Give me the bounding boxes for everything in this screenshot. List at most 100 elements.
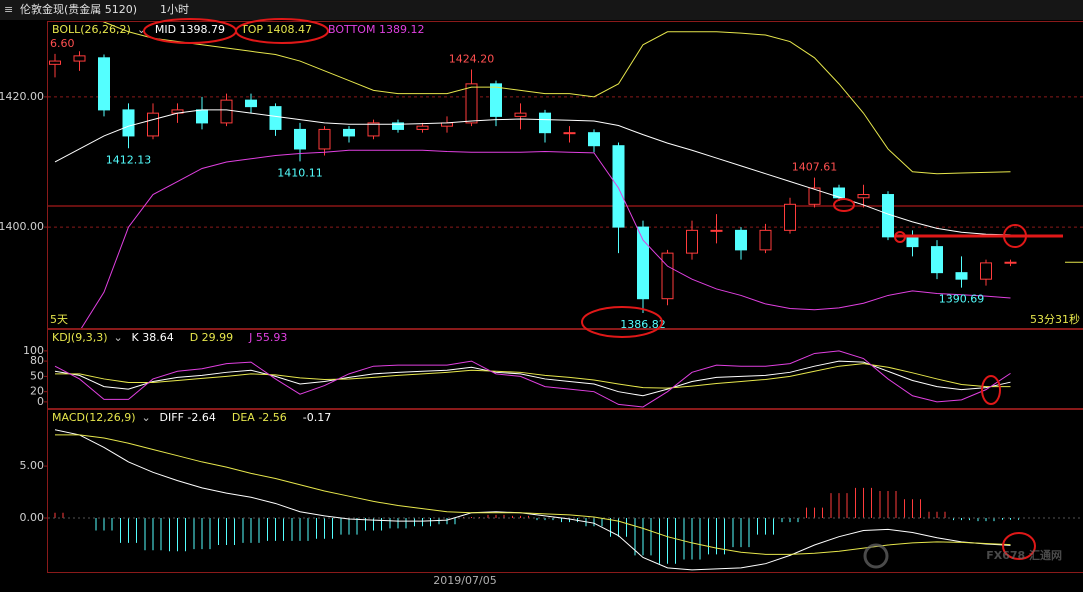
top-bar bbox=[0, 0, 1083, 20]
indicator-line bbox=[54, 350, 1011, 408]
indicator-title: MACD(12,26,9) bbox=[52, 411, 136, 424]
price-annotation: 1407.61 bbox=[792, 161, 838, 174]
candle-body bbox=[637, 226, 649, 300]
indicator-title: BOLL(26,26,2) bbox=[52, 23, 131, 36]
price-annotation: 1424.20 bbox=[449, 53, 495, 66]
candle-body bbox=[735, 229, 747, 251]
circle-mark bbox=[1002, 532, 1036, 560]
candle-body bbox=[980, 262, 992, 280]
price-annotation: 1386.82 bbox=[620, 318, 666, 331]
candle-body bbox=[73, 55, 86, 62]
candle-body bbox=[245, 99, 257, 108]
y-tick-label: 1400.00 bbox=[0, 220, 44, 233]
dropdown-arrow[interactable]: ⌄ bbox=[142, 411, 151, 424]
candle-body bbox=[514, 112, 527, 117]
candle-body bbox=[98, 57, 110, 111]
legend-entry: BOTTOM 1389.12 bbox=[328, 23, 424, 36]
candle-body bbox=[759, 229, 772, 251]
user-drawings bbox=[143, 18, 1063, 560]
y-tick-label: 100 bbox=[23, 344, 44, 357]
candle-body bbox=[955, 272, 968, 280]
legend-entry: TOP 1408.47 bbox=[240, 23, 312, 36]
kdj-panel-border bbox=[47, 329, 1083, 409]
candle-body bbox=[49, 60, 61, 65]
watermark: FX678 汇通网 bbox=[986, 549, 1062, 562]
candle-body bbox=[686, 229, 698, 254]
candle-body bbox=[539, 112, 551, 134]
legend-entry: D 29.99 bbox=[190, 331, 233, 344]
indicator-line bbox=[54, 109, 1011, 236]
legend-entry: DIFF -2.64 bbox=[160, 411, 216, 424]
candle-body bbox=[710, 229, 723, 232]
circle-mark bbox=[235, 18, 329, 44]
y-tick-label: 20 bbox=[30, 385, 44, 398]
period-selector[interactable]: 1小时 bbox=[160, 3, 189, 16]
indicator-line bbox=[80, 149, 1011, 328]
candle-body bbox=[931, 246, 943, 274]
candle-body bbox=[220, 99, 233, 124]
candle-body bbox=[857, 194, 870, 199]
instrument-name[interactable]: 伦敦金现(贵金属 5120) bbox=[20, 2, 137, 16]
macd-panel-border bbox=[47, 409, 1083, 573]
candle-body bbox=[318, 128, 331, 150]
circle-mark bbox=[981, 375, 1001, 405]
corner-text: 6.60 bbox=[50, 37, 75, 50]
candle-body bbox=[196, 109, 208, 124]
y-tick-label: 1420.00 bbox=[0, 90, 44, 103]
candle-body bbox=[490, 83, 502, 117]
price-annotation: 1412.13 bbox=[106, 153, 152, 166]
candle-body bbox=[1004, 261, 1017, 264]
y-tick-label: 0 bbox=[37, 395, 44, 408]
y-tick-label: 5.00 bbox=[20, 459, 45, 472]
legend-entry: K 38.64 bbox=[132, 331, 174, 344]
candle-body bbox=[833, 187, 845, 199]
candle-body bbox=[612, 145, 625, 228]
y-tick-label: 50 bbox=[30, 369, 44, 382]
candle-body bbox=[269, 106, 282, 130]
candle-body bbox=[808, 187, 821, 205]
candle-body bbox=[122, 109, 135, 137]
panel bbox=[54, 350, 1011, 408]
legend-entry: J 55.93 bbox=[248, 331, 287, 344]
dropdown-arrow[interactable]: ⌄ bbox=[114, 331, 123, 344]
menu-icon[interactable]: ≡ bbox=[4, 3, 13, 16]
corner-text: 5天 bbox=[50, 313, 68, 326]
indicator-line bbox=[55, 434, 1011, 555]
panel bbox=[48, 429, 1083, 571]
date-label: 2019/07/05 bbox=[433, 574, 496, 587]
watermark-logo bbox=[863, 543, 889, 569]
dropdown-arrow[interactable]: ⌄ bbox=[137, 23, 146, 36]
y-tick-label: 0.00 bbox=[20, 511, 45, 524]
circle-mark bbox=[581, 306, 663, 338]
panel bbox=[48, 22, 1083, 328]
candle-body bbox=[465, 83, 478, 124]
indicator-line bbox=[55, 363, 1011, 389]
candle-body bbox=[784, 203, 796, 231]
plots: 1420.00 1400.00 BOLL(26,26,2) ⌄ MID 1398.79 T… bbox=[0, 22, 1083, 571]
legend-entry: -0.17 bbox=[303, 411, 331, 424]
candle-body bbox=[147, 112, 159, 137]
candle-body bbox=[294, 128, 306, 150]
y-tick-label: 80 bbox=[30, 354, 44, 367]
main-panel-border bbox=[47, 21, 1083, 329]
candle-body bbox=[661, 252, 674, 300]
candle-body bbox=[906, 236, 919, 248]
candle-body bbox=[343, 128, 355, 137]
indicator-title: KDJ(9,3,3) bbox=[52, 331, 108, 344]
candle-body bbox=[416, 125, 429, 130]
legend-entry: DEA -2.56 bbox=[232, 411, 287, 424]
candle-body bbox=[588, 132, 600, 147]
indicator-line bbox=[54, 429, 1011, 571]
indicator-line bbox=[102, 22, 1011, 175]
corner-text: 53分31秒 bbox=[1030, 312, 1080, 326]
candle-body bbox=[367, 122, 380, 137]
panel-borders bbox=[47, 21, 1083, 573]
circle-mark bbox=[833, 198, 855, 212]
indicator-line bbox=[54, 360, 1011, 397]
price-annotation: 1390.69 bbox=[939, 293, 985, 306]
candle-body bbox=[563, 132, 576, 135]
candle-body bbox=[392, 122, 404, 130]
price-annotation: 1410.11 bbox=[277, 166, 323, 179]
legend-entry: MID 1398.79 bbox=[155, 23, 225, 36]
